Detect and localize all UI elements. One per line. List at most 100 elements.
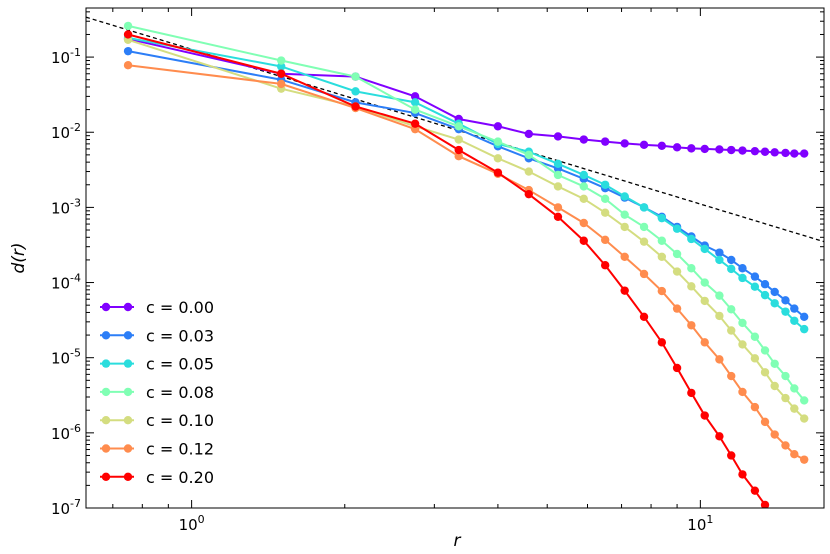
data-point xyxy=(672,363,682,373)
legend-marker xyxy=(123,444,133,453)
data-point xyxy=(657,252,667,262)
data-point xyxy=(454,122,463,131)
data-point xyxy=(524,167,533,176)
data-point xyxy=(524,189,533,199)
data-point xyxy=(657,338,667,347)
data-point xyxy=(553,132,563,141)
series-3 xyxy=(123,21,809,405)
data-point xyxy=(493,154,503,163)
series-line xyxy=(127,50,805,318)
legend-marker xyxy=(101,472,111,481)
data-point xyxy=(727,255,736,265)
data-point xyxy=(760,417,770,427)
x-tick-label: 100 xyxy=(179,513,205,534)
data-point xyxy=(715,145,724,154)
data-point xyxy=(781,307,790,316)
data-point xyxy=(493,137,503,146)
data-point xyxy=(672,249,682,259)
legend-entry: c = 0.03 xyxy=(100,326,214,345)
series-line xyxy=(127,38,805,420)
data-point xyxy=(738,146,747,155)
legend-entry: c = 0.20 xyxy=(100,468,214,487)
data-point xyxy=(687,388,696,398)
data-point xyxy=(700,144,709,154)
data-point xyxy=(579,194,588,204)
legend-marker xyxy=(101,387,111,397)
legend-marker xyxy=(123,359,133,368)
axes: 100 101 10-7 10-6 10-5 10-4 10-3 10-2 10-1 r d(r) xyxy=(9,7,825,551)
y-tick-label: 10-6 xyxy=(51,422,81,443)
data-point xyxy=(579,182,588,191)
data-point xyxy=(760,346,770,355)
data-point xyxy=(639,312,649,322)
data-point xyxy=(277,62,286,71)
series-2 xyxy=(123,33,809,334)
data-point xyxy=(727,264,736,274)
data-point xyxy=(657,236,667,245)
data-point xyxy=(553,159,563,169)
data-point xyxy=(727,326,736,335)
data-point xyxy=(781,441,790,450)
data-point xyxy=(750,354,760,363)
data-point xyxy=(123,21,133,31)
legend-marker xyxy=(101,331,111,340)
data-point xyxy=(750,486,760,495)
data-point xyxy=(123,46,133,56)
data-point xyxy=(790,304,799,313)
data-point xyxy=(781,523,789,531)
data-point xyxy=(454,151,463,161)
data-point xyxy=(454,145,463,155)
data-point xyxy=(524,129,533,139)
data-point xyxy=(687,321,696,330)
legend-label: c = 0.12 xyxy=(146,440,214,459)
data-point xyxy=(738,340,747,349)
data-point xyxy=(600,208,610,217)
y-tick-label: 10-4 xyxy=(51,272,81,293)
data-point xyxy=(493,122,503,131)
data-point xyxy=(672,224,682,233)
data-point xyxy=(770,287,779,297)
data-point xyxy=(727,451,736,460)
data-point xyxy=(672,143,682,152)
data-point xyxy=(700,244,709,254)
data-point xyxy=(687,282,696,291)
data-point xyxy=(277,56,286,65)
data-point xyxy=(800,312,809,322)
data-point xyxy=(410,98,420,107)
data-point xyxy=(639,222,649,232)
legend-marker xyxy=(101,416,111,425)
data-point xyxy=(657,286,667,296)
y-tick-label: 10-1 xyxy=(51,46,81,67)
y-tick-label: 10-7 xyxy=(51,497,81,518)
legend-marker xyxy=(101,302,111,312)
data-point xyxy=(600,180,610,189)
data-point xyxy=(454,135,463,144)
legend-marker xyxy=(123,416,133,425)
legend-marker xyxy=(123,331,133,340)
data-point xyxy=(715,355,724,364)
data-point xyxy=(790,384,799,393)
data-point xyxy=(760,290,770,300)
legend: c = 0.00 c = 0.03 c = 0.05 c = 0.08 c = 0.10… xyxy=(100,298,214,487)
data-point xyxy=(781,148,790,158)
data-point xyxy=(639,269,649,279)
data-point xyxy=(620,192,629,201)
series-5 xyxy=(123,60,809,464)
data-point xyxy=(410,119,420,128)
data-point xyxy=(579,236,588,245)
data-point xyxy=(770,381,779,391)
data-point xyxy=(738,470,747,479)
data-point xyxy=(123,60,133,70)
data-point xyxy=(760,280,770,289)
data-point xyxy=(800,396,809,405)
data-point xyxy=(781,296,790,305)
legend-label: c = 0.20 xyxy=(146,468,214,487)
data-point xyxy=(579,135,588,144)
data-point xyxy=(715,311,724,321)
y-tick-label: 10-3 xyxy=(51,196,81,217)
legend-entry: c = 0.08 xyxy=(100,383,214,402)
data-point xyxy=(750,282,760,291)
data-point xyxy=(351,102,360,111)
data-point xyxy=(553,170,563,180)
data-point xyxy=(493,168,503,177)
